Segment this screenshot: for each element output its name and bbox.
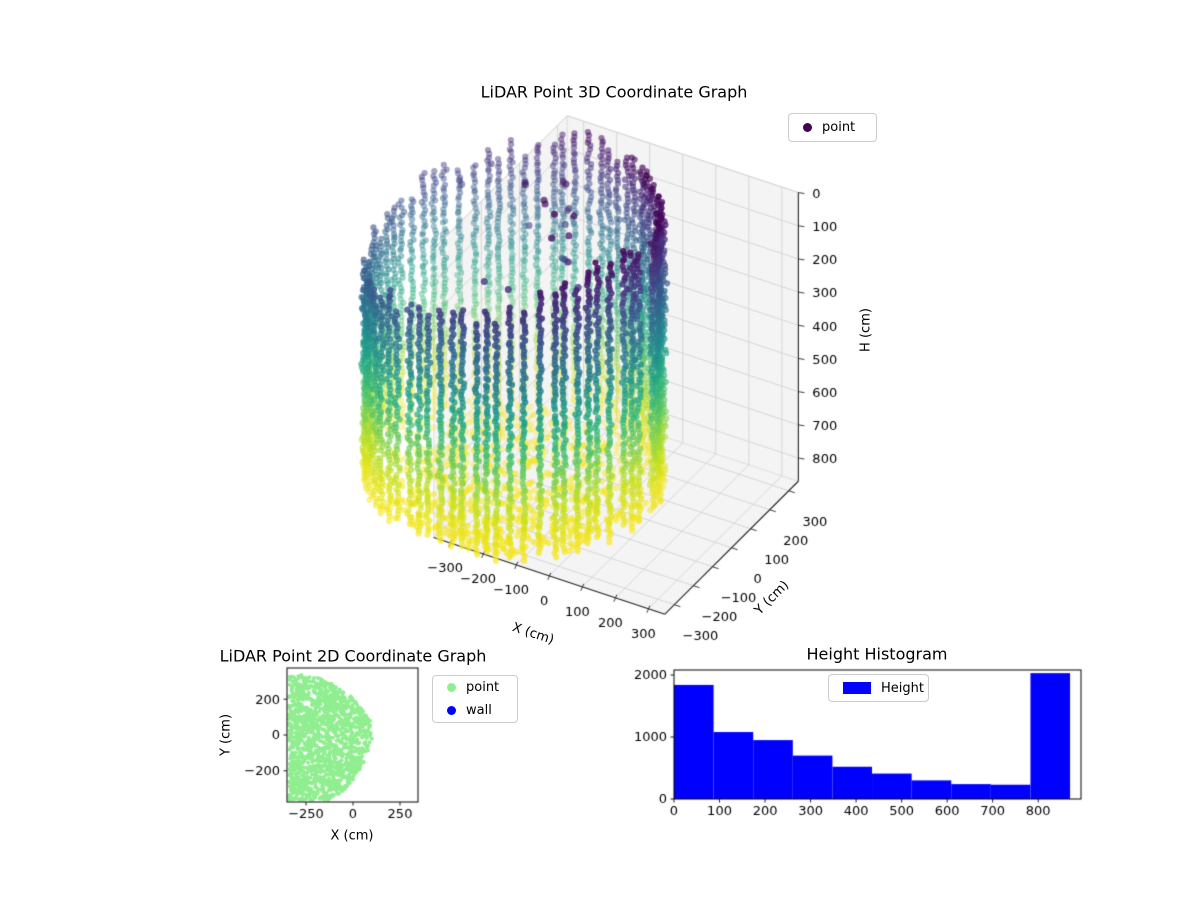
plot2d-title: LiDAR Point 2D Coordinate Graph (219, 646, 487, 666)
legend-label: point (466, 680, 500, 695)
plot2d-x-axis-label: X (cm) (330, 828, 374, 844)
wall-marker-icon (447, 706, 456, 715)
legend-label: wall (466, 703, 492, 718)
legend-row: wall (433, 699, 517, 722)
plot3d-title: LiDAR Point 3D Coordinate Graph (480, 82, 748, 102)
legend-row: Height (829, 677, 928, 700)
histogram-legend: Height (828, 674, 929, 702)
plot2d-legend: point wall (432, 675, 518, 723)
legend-label: Height (881, 680, 924, 696)
plot3d-h-axis-label: H (cm) (858, 308, 874, 352)
histogram-title: Height Histogram (806, 644, 948, 664)
legend-row: point (433, 676, 517, 699)
legend-label: point (822, 120, 856, 135)
point-marker-icon (803, 123, 812, 132)
plot3d-legend: point (788, 113, 877, 142)
legend-row: point (789, 116, 876, 139)
point-marker-icon (447, 683, 456, 692)
height-patch-icon (843, 682, 871, 694)
plot2d-y-axis-label: Y (cm) (218, 713, 234, 757)
